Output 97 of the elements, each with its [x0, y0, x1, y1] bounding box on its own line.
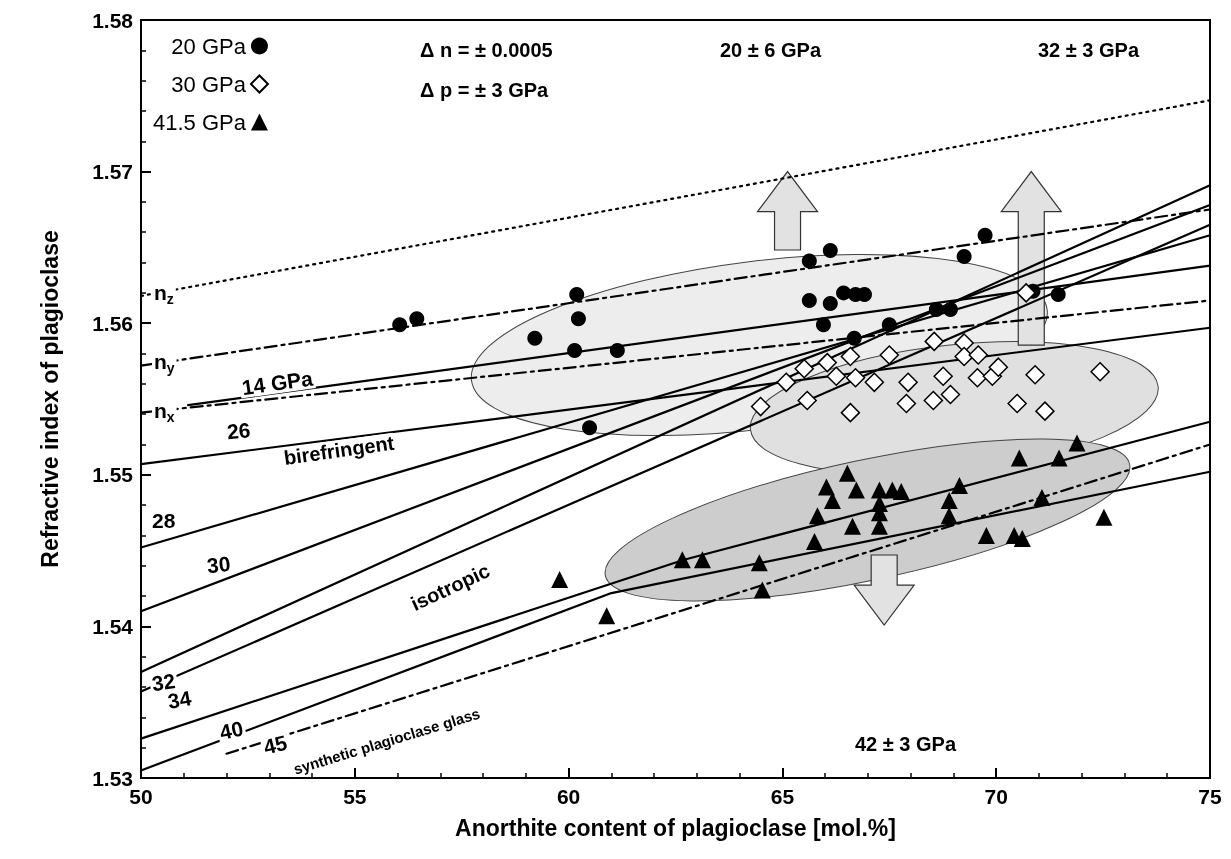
annotation: 20 ± 6 GPa — [720, 39, 822, 61]
point — [1025, 364, 1045, 385]
legend-label: 20 GPa — [171, 33, 247, 59]
point — [942, 302, 958, 318]
point — [1050, 449, 1068, 467]
point — [392, 317, 408, 333]
point — [1007, 393, 1027, 414]
point — [956, 249, 972, 264]
annotation: 32 ± 3 GPa — [1038, 39, 1140, 61]
point — [817, 478, 835, 496]
point — [1035, 401, 1055, 421]
point — [967, 368, 988, 388]
point — [693, 551, 711, 569]
text: 30 — [205, 551, 232, 578]
point — [815, 317, 831, 333]
point — [1050, 286, 1066, 302]
point — [892, 482, 910, 500]
y-axis-title: Refractive index of plagioclase — [36, 230, 63, 568]
point — [1068, 434, 1086, 452]
point — [797, 390, 817, 411]
text: 45 — [261, 730, 290, 759]
y-tick-label: 1.54 — [92, 614, 134, 638]
x-tick-label: 55 — [343, 785, 367, 808]
y-tick-label: 1.56 — [92, 311, 133, 335]
point — [924, 331, 944, 352]
annotation: Δ n = ± 0.0005 — [420, 39, 553, 61]
point — [817, 352, 838, 373]
point — [940, 492, 958, 510]
point — [567, 342, 583, 358]
point — [881, 317, 897, 333]
point — [1016, 283, 1036, 303]
legend-label: 30 GPa — [171, 71, 247, 97]
point — [801, 292, 817, 308]
legend-label: 41.5 GPa — [153, 109, 247, 135]
point — [879, 345, 900, 365]
x-tick-label: 65 — [770, 785, 795, 808]
point — [409, 311, 425, 327]
x-tick-label: 70 — [984, 785, 1008, 808]
point — [838, 464, 856, 482]
series-label: 26 — [225, 418, 252, 444]
x-axis-title: Anorthite content of plagioclase [mol.%] — [455, 814, 896, 841]
point — [940, 507, 958, 525]
point — [750, 554, 768, 572]
point — [750, 396, 771, 417]
point — [950, 476, 968, 494]
point — [933, 366, 953, 387]
point — [527, 330, 543, 346]
point — [609, 342, 625, 358]
point — [801, 253, 817, 269]
point — [673, 551, 691, 569]
point — [988, 357, 1009, 377]
point — [840, 346, 861, 367]
point — [582, 420, 598, 436]
series-label: 28 — [152, 508, 176, 532]
point — [898, 372, 918, 393]
y-tick-label: 1.58 — [92, 8, 134, 32]
point — [846, 330, 862, 346]
point — [1033, 489, 1051, 507]
point — [968, 345, 988, 365]
point — [598, 607, 616, 625]
point — [808, 507, 826, 525]
point — [794, 358, 814, 379]
point — [1095, 508, 1113, 526]
point — [776, 372, 796, 393]
point — [954, 346, 974, 367]
point — [977, 227, 993, 243]
point — [822, 242, 838, 258]
y-tick-label: 1.57 — [92, 160, 133, 184]
point — [826, 366, 847, 387]
point — [840, 402, 861, 423]
point — [845, 368, 866, 388]
annotation: 42 ± 3 GPa — [855, 733, 957, 755]
point — [569, 286, 585, 302]
point — [1010, 449, 1028, 467]
point — [1090, 361, 1110, 382]
annotation: birefringent — [282, 431, 396, 469]
x-tick-label: 60 — [556, 785, 581, 808]
point — [844, 517, 862, 535]
point — [551, 570, 569, 588]
point — [847, 481, 865, 499]
text: 14 GPa — [240, 366, 315, 400]
point — [570, 311, 586, 327]
point — [864, 372, 885, 393]
point — [923, 390, 944, 411]
point — [822, 296, 838, 311]
point — [940, 384, 961, 405]
y-tick-label: 1.55 — [92, 463, 134, 487]
point — [954, 333, 974, 353]
point — [753, 581, 771, 599]
annotation: Δ p = ± 3 GPa — [420, 79, 550, 101]
point — [805, 533, 823, 550]
point — [977, 526, 995, 544]
point — [928, 302, 944, 318]
point — [896, 393, 917, 414]
text: 40 — [217, 716, 246, 744]
point — [1013, 529, 1031, 547]
x-tick-label: 75 — [1198, 785, 1222, 808]
